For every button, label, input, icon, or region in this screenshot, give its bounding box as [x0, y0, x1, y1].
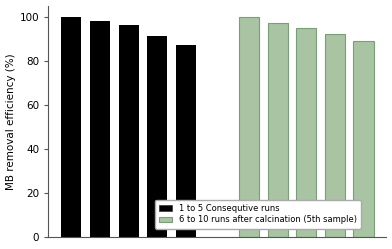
- Bar: [118, 25, 139, 238]
- Bar: [325, 34, 345, 238]
- Bar: [268, 23, 288, 238]
- Bar: [354, 41, 374, 238]
- Bar: [296, 28, 316, 238]
- Bar: [239, 17, 259, 238]
- Bar: [176, 45, 196, 238]
- Y-axis label: MB removal efficiency (%): MB removal efficiency (%): [5, 53, 16, 190]
- Legend: 1 to 5 Consequtive runs, 6 to 10 runs after calcination (5th sample): 1 to 5 Consequtive runs, 6 to 10 runs af…: [155, 200, 361, 229]
- Bar: [61, 17, 81, 238]
- Bar: [147, 36, 167, 238]
- Bar: [90, 21, 110, 238]
